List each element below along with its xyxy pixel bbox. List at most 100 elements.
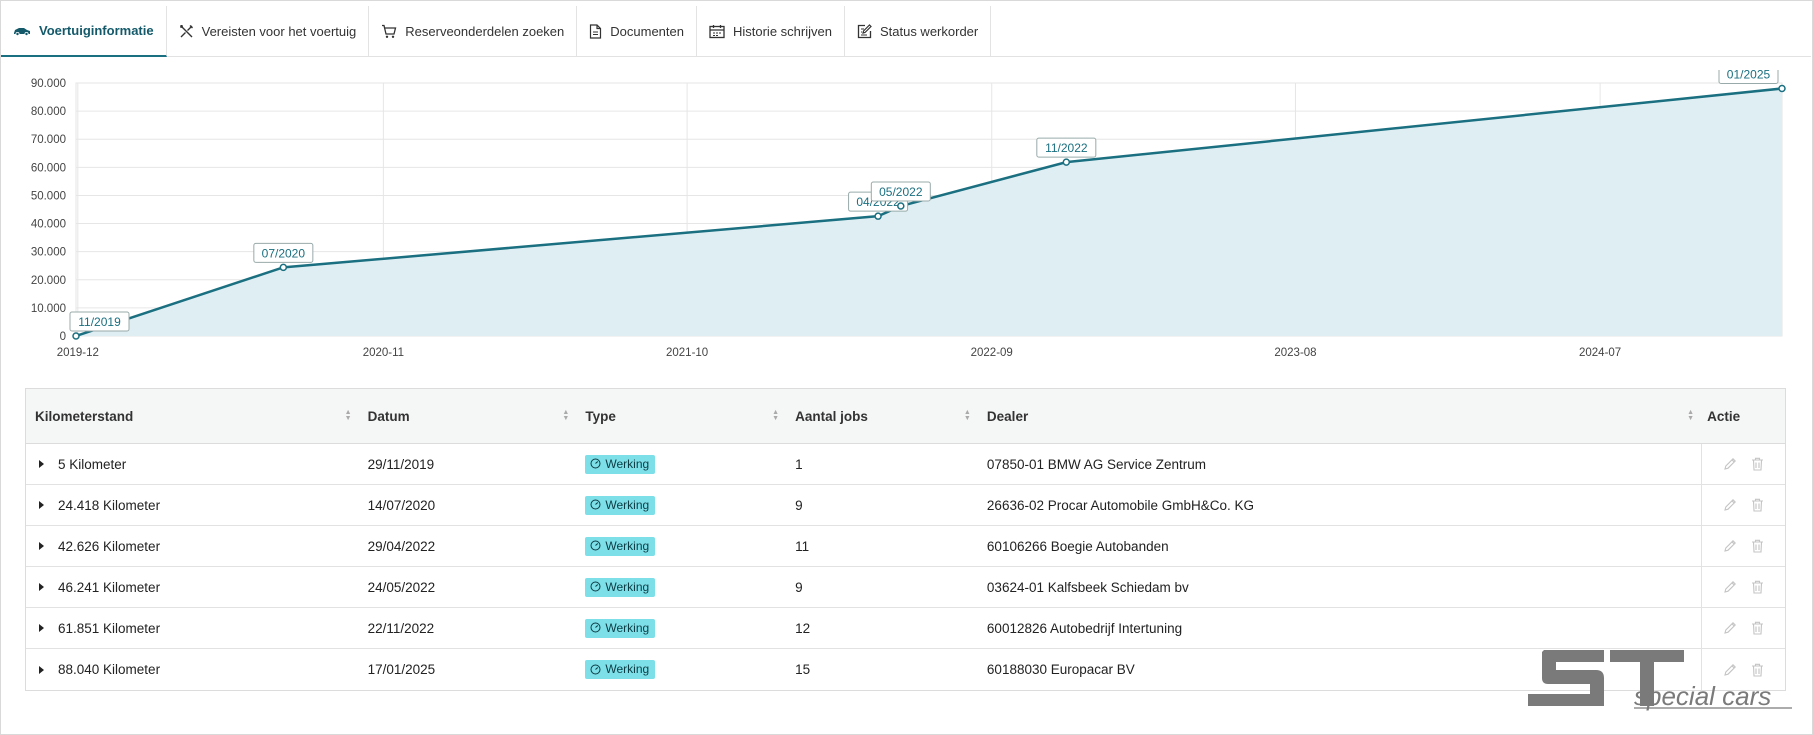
cell-kilometerstand: 88.040 Kilometer xyxy=(26,649,359,690)
table-row[interactable]: 5 Kilometer 29/11/2019 Werking 1 07850-01 BM… xyxy=(26,444,1785,485)
cell-kilometerstand: 46.241 Kilometer xyxy=(26,567,359,607)
table-row[interactable]: 42.626 Kilometer 29/04/2022 Werking 11 60106… xyxy=(26,526,1785,567)
cell-datum: 17/01/2025 xyxy=(359,649,577,690)
y-tick-label: 30.000 xyxy=(31,247,66,259)
km-value: 61.851 Kilometer xyxy=(58,620,161,636)
pencil-icon[interactable] xyxy=(1723,580,1737,594)
jobs-value: 1 xyxy=(795,456,803,472)
col-datum[interactable]: Datum ▲ ▼ xyxy=(359,389,577,443)
table-body: 5 Kilometer 29/11/2019 Werking 1 07850-01 BM… xyxy=(26,444,1785,690)
col-aantal-jobs[interactable]: Aantal jobs ▲ ▼ xyxy=(786,389,978,443)
col-actie: Actie xyxy=(1701,389,1785,443)
y-tick-label: 0 xyxy=(60,331,66,343)
date-value: 17/01/2025 xyxy=(367,662,436,677)
gauge-icon xyxy=(590,458,601,469)
expand-caret-icon[interactable] xyxy=(39,583,44,591)
table-row[interactable]: 88.040 Kilometer 17/01/2025 Werking 15 60188… xyxy=(26,649,1785,690)
pencil-icon[interactable] xyxy=(1723,621,1737,635)
table-row[interactable]: 24.418 Kilometer 14/07/2020 Werking 9 26636-… xyxy=(26,485,1785,526)
type-label: Werking xyxy=(605,456,650,471)
tab-label: Documenten xyxy=(610,23,684,39)
table-row[interactable]: 46.241 Kilometer 24/05/2022 Werking 9 03624-… xyxy=(26,567,1785,608)
tab-vereisten[interactable]: Vereisten voor het voertuig xyxy=(167,6,370,56)
cell-actie xyxy=(1701,649,1785,690)
sort-icon: ▲ ▼ xyxy=(1687,409,1695,422)
y-tick-label: 50.000 xyxy=(31,190,66,202)
sort-icon: ▲ ▼ xyxy=(344,409,352,422)
col-dealer[interactable]: Dealer ▲ ▼ xyxy=(978,389,1701,443)
y-axis: 0 10.000 20.000 30.000 40.000 50.000 60.000 70.… xyxy=(31,78,66,343)
gauge-icon xyxy=(590,581,601,592)
label-box xyxy=(253,242,314,263)
col-type[interactable]: Type ▲ ▼ xyxy=(576,389,786,443)
label-text: 01/2025 xyxy=(1727,70,1771,82)
cell-type: Werking xyxy=(576,567,786,607)
trash-icon[interactable] xyxy=(1751,621,1764,635)
jobs-value: 9 xyxy=(795,497,803,513)
type-badge: Werking xyxy=(585,536,656,556)
expand-caret-icon[interactable] xyxy=(39,501,44,509)
pencil-icon[interactable] xyxy=(1723,663,1737,677)
x-tick-label: 2024-07 xyxy=(1579,347,1621,359)
y-tick-label: 90.000 xyxy=(31,78,66,90)
cell-actie xyxy=(1701,526,1785,566)
data-point xyxy=(1778,84,1786,93)
km-value: 88.040 Kilometer xyxy=(58,662,161,677)
trash-icon[interactable] xyxy=(1751,580,1764,594)
expand-caret-icon[interactable] xyxy=(39,542,44,550)
cell-actie xyxy=(1701,567,1785,607)
trash-icon[interactable] xyxy=(1751,539,1764,553)
car-icon xyxy=(14,27,30,36)
cell-actie xyxy=(1701,444,1785,484)
tab-historie[interactable]: Historie schrijven xyxy=(697,6,845,56)
label-text: 11/2019 xyxy=(78,315,121,329)
pencil-icon[interactable] xyxy=(1723,539,1737,553)
tab-documenten[interactable]: Documenten xyxy=(577,6,697,56)
label-box xyxy=(1718,70,1779,85)
type-label: Werking xyxy=(605,497,650,512)
pencil-icon[interactable] xyxy=(1723,457,1737,471)
cell-datum: 14/07/2020 xyxy=(359,485,577,525)
tab-label: Status werkorder xyxy=(879,23,979,39)
col-label: Aantal jobs xyxy=(795,408,868,424)
expand-caret-icon[interactable] xyxy=(39,460,44,468)
type-badge: Werking xyxy=(585,454,656,474)
expand-caret-icon[interactable] xyxy=(39,665,44,674)
date-value: 29/04/2022 xyxy=(367,538,436,554)
gauge-icon xyxy=(590,622,601,633)
date-value: 14/07/2020 xyxy=(367,497,436,513)
tab-reserveonderdelen[interactable]: Reserveonderdelen zoeken xyxy=(369,6,578,56)
pencil-icon[interactable] xyxy=(1723,498,1737,512)
tab-voertuiginformatie[interactable]: Voertuiginformatie xyxy=(1,6,167,57)
km-value: 46.241 Kilometer xyxy=(58,579,161,595)
y-tick-label: 70.000 xyxy=(31,134,66,146)
mileage-chart: 0 10.000 20.000 30.000 40.000 50.000 60.000 70.… xyxy=(31,70,1786,359)
col-kilometerstand[interactable]: Kilometerstand ▲ ▼ xyxy=(26,389,359,443)
data-point xyxy=(279,263,288,272)
gauge-icon xyxy=(590,499,601,510)
trash-icon[interactable] xyxy=(1751,498,1764,512)
x-tick-label: 2020-11 xyxy=(363,347,404,359)
mileage-table: Kilometerstand ▲ ▼ Datum ▲ ▼ Type ▲ ▼ Aantal j… xyxy=(25,388,1786,691)
dealer-value: 60188030 Europacar BV xyxy=(986,662,1135,677)
trash-icon[interactable] xyxy=(1751,663,1764,677)
trash-icon[interactable] xyxy=(1751,457,1764,471)
table-row[interactable]: 61.851 Kilometer 22/11/2022 Werking 12 60012… xyxy=(26,608,1785,649)
expand-caret-icon[interactable] xyxy=(39,624,44,632)
cell-dealer: 60188030 Europacar BV xyxy=(978,649,1701,690)
cell-dealer: 07850-01 BMW AG Service Zentrum xyxy=(978,444,1701,484)
label-text: 11/2022 xyxy=(1045,141,1088,155)
jobs-value: 11 xyxy=(795,538,810,554)
type-label: Werking xyxy=(605,620,650,635)
tab-label: Vereisten voor het voertuig xyxy=(201,23,357,39)
cell-aantal-jobs: 12 xyxy=(786,608,978,648)
chart-area-layer xyxy=(75,87,1783,338)
tab-status-werkorder[interactable]: Status werkorder xyxy=(845,6,992,56)
data-point-label: 01/2025 xyxy=(1718,70,1779,85)
label-text: 05/2022 xyxy=(879,185,923,199)
col-label: Actie xyxy=(1707,408,1741,424)
cell-aantal-jobs: 9 xyxy=(786,567,978,607)
cell-aantal-jobs: 11 xyxy=(786,526,978,566)
cell-type: Werking xyxy=(576,444,786,484)
cell-type: Werking xyxy=(576,608,786,648)
